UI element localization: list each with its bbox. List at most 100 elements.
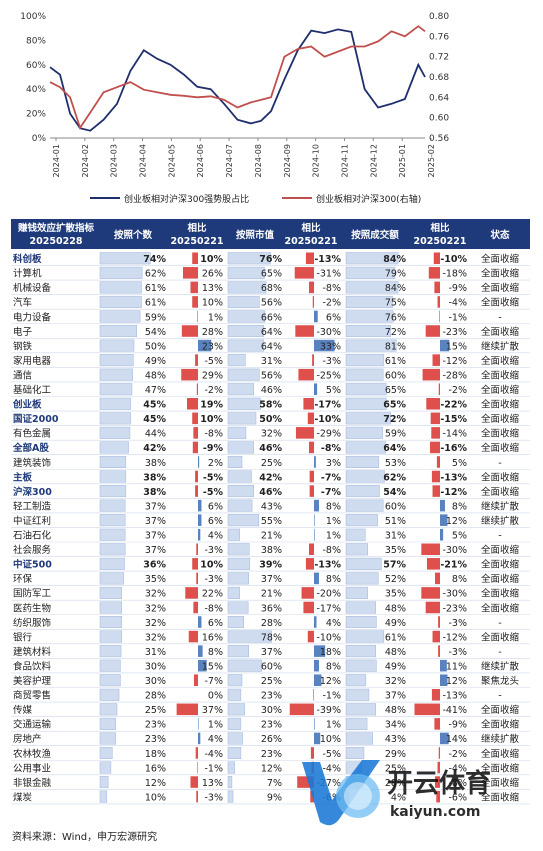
change-label: 6%: [208, 501, 223, 512]
value-bar: [99, 368, 133, 381]
change-bar-positive: [440, 659, 447, 672]
value-label: 60%: [261, 661, 282, 672]
change-label: 2%: [208, 458, 223, 469]
change-bar-negative: [421, 543, 440, 556]
value-label: 35%: [145, 574, 166, 585]
change-label: 5%: [326, 385, 341, 396]
value-bar: [227, 746, 242, 760]
change-label: -30%: [316, 327, 341, 338]
change-bar-negative: [196, 383, 198, 395]
value-bar: [227, 761, 235, 774]
change-bar-negative: [303, 601, 314, 614]
value-bar: [99, 557, 125, 570]
change-bar-negative: [192, 252, 198, 265]
change-label: -4%: [205, 749, 224, 760]
value-label: 36%: [143, 560, 166, 571]
row-status: 全面收缩: [481, 559, 520, 571]
change-label: -9%: [203, 443, 224, 454]
y-right-tick-label: 0.56: [429, 134, 449, 144]
change-bar-negative: [196, 572, 198, 585]
row-status: 全面收缩: [481, 268, 520, 280]
value-bar: [99, 514, 126, 527]
value-bar: [345, 310, 394, 323]
value-bar: [99, 601, 123, 614]
change-label: 5%: [452, 531, 467, 542]
row-status: 全面收缩: [481, 297, 520, 309]
value-label: 35%: [385, 545, 406, 556]
value-label: 31%: [261, 356, 282, 367]
value-label: 47%: [145, 385, 166, 396]
row-name: 中证500: [13, 559, 52, 571]
value-bar: [345, 732, 373, 745]
change-label: -3%: [205, 792, 224, 803]
change-label: -12%: [442, 632, 467, 643]
value-bar: [99, 426, 131, 439]
change-bar-negative: [196, 790, 198, 803]
change-bar-positive: [440, 732, 449, 745]
row-name: 社会服务: [13, 544, 52, 556]
value-bar: [99, 499, 126, 512]
change-label: 8%: [452, 574, 467, 585]
change-bar-positive: [440, 514, 448, 526]
series-line-share: [49, 28, 426, 132]
change-bar-negative: [438, 645, 440, 657]
value-label: 23%: [145, 734, 166, 745]
change-label: -5%: [323, 749, 342, 760]
value-bar: [99, 354, 134, 367]
change-bar-negative: [195, 747, 198, 759]
change-label: 1%: [208, 720, 223, 731]
change-bar-negative: [305, 252, 314, 265]
value-label: 21%: [261, 589, 282, 600]
header-change-1-date: 20250221: [171, 236, 224, 247]
value-label: 16%: [145, 763, 166, 774]
row-status: 全面收缩: [481, 588, 520, 600]
value-bar: [99, 776, 109, 789]
y-right-tick-label: 0.64: [429, 93, 449, 103]
change-bar-positive: [440, 674, 448, 686]
value-bar: [345, 557, 382, 570]
change-bar-negative: [181, 325, 198, 337]
value-bar: [345, 499, 384, 512]
change-bar-positive: [440, 499, 445, 512]
change-bar-positive: [440, 339, 450, 352]
row-name: 环保: [13, 573, 33, 585]
row-name: 房地产: [13, 733, 42, 745]
table-row: 美容护理 30% -7% 25% 12% 32% 12% 聚焦龙头: [11, 674, 530, 688]
value-bar: [99, 281, 142, 294]
value-label: 37%: [261, 574, 282, 585]
change-label: -4%: [449, 298, 468, 309]
change-label: -8%: [449, 778, 468, 789]
change-bar-negative: [192, 412, 198, 425]
value-label: 10%: [145, 792, 166, 803]
change-label: 12%: [446, 676, 467, 687]
value-label: 62%: [383, 472, 406, 483]
value-label: 32%: [145, 603, 166, 614]
change-label: 37%: [202, 705, 223, 716]
value-bar: [99, 455, 127, 468]
value-label: 7%: [267, 778, 282, 789]
change-bar-negative: [307, 630, 314, 643]
value-label: 76%: [259, 254, 282, 265]
change-bar-positive: [198, 339, 212, 352]
chart-axes: 0% 20% 40% 60% 80% 100% 0.56 0.60 0.64 0.68 0.72 0.…: [20, 12, 449, 177]
change-bar-positive: [198, 499, 202, 512]
row-name: 轻工制造: [13, 500, 52, 512]
change-label: -17%: [314, 400, 341, 411]
value-label: 64%: [383, 443, 406, 454]
change-bar-positive: [198, 456, 200, 468]
value-label: 38%: [261, 545, 282, 556]
row-status: 全面收缩: [481, 369, 520, 381]
value-label: 36%: [261, 603, 282, 614]
change-bar-negative: [431, 689, 440, 701]
value-label: 37%: [261, 647, 282, 658]
value-label: 23%: [261, 720, 282, 731]
row-status: 全面收缩: [481, 762, 520, 774]
change-label: -31%: [316, 269, 341, 280]
y-right-tick-label: 0.68: [429, 73, 449, 83]
change-bar-negative: [438, 383, 440, 395]
value-label: 37%: [145, 531, 166, 542]
value-bar: [99, 266, 143, 279]
table-row: 中证500 36% 10% 39% -13% 57% -21% 全面收缩: [11, 557, 530, 572]
value-label: 84%: [383, 254, 406, 265]
change-bar-negative: [309, 470, 314, 483]
